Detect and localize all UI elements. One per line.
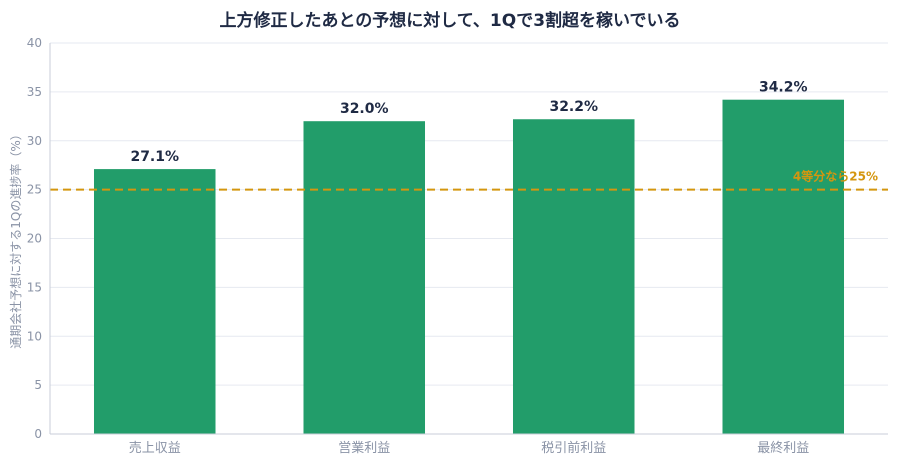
x-category-label: 営業利益 xyxy=(338,440,390,456)
y-tick-label: 10 xyxy=(27,329,42,343)
y-tick-label: 25 xyxy=(27,183,42,197)
y-axis-label: 通期会社予想に対する1Qの進捗率（%） xyxy=(8,128,23,348)
y-tick-label: 5 xyxy=(34,378,42,392)
chart-title: 上方修正したあとの予想に対して、1Qで3割超を稼いでいる xyxy=(219,10,680,31)
bar-value-label: 27.1% xyxy=(130,149,179,165)
x-category-label: 売上収益 xyxy=(129,440,181,456)
bars xyxy=(93,99,845,435)
bar-value-label: 32.2% xyxy=(549,99,598,115)
y-tick-label: 15 xyxy=(27,280,42,294)
bar-value-label: 32.0% xyxy=(340,101,389,117)
bar-value-label: 34.2% xyxy=(759,80,808,96)
x-category-label: 税引前利益 xyxy=(541,440,606,456)
bar xyxy=(303,121,426,434)
y-tick-label: 20 xyxy=(27,232,42,246)
y-tick-label: 30 xyxy=(27,134,42,148)
reference-line-label: 4等分なら25% xyxy=(793,169,878,184)
bar xyxy=(722,99,845,434)
bar-value-labels: 27.1% 32.0% 32.2% 34.2% xyxy=(130,80,807,165)
y-tick-label: 35 xyxy=(27,85,42,99)
x-axis-categories: 売上収益 営業利益 税引前利益 最終利益 xyxy=(129,440,810,456)
y-tick-label: 0 xyxy=(34,427,42,441)
bar xyxy=(512,119,635,435)
y-axis-ticks: 0 5 10 15 20 25 30 35 40 xyxy=(27,36,42,441)
bar xyxy=(93,169,216,434)
y-tick-label: 40 xyxy=(27,36,42,50)
x-category-label: 最終利益 xyxy=(757,440,809,456)
